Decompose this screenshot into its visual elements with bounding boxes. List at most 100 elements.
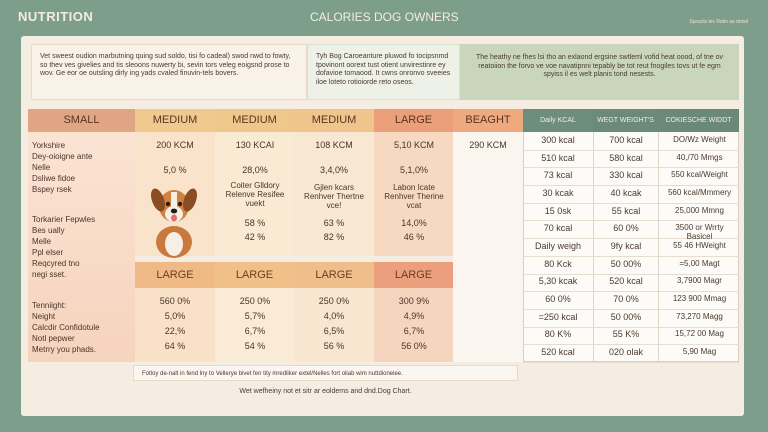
table-row bbox=[523, 203, 739, 222]
text-line: Bspey rsek bbox=[32, 185, 72, 194]
table-cell: 60 0% bbox=[545, 294, 571, 305]
medium-percent-1: 63 % bbox=[323, 218, 345, 228]
large-description: Labon Icate Renhver Therine vcat bbox=[384, 183, 444, 210]
table-row bbox=[523, 185, 739, 204]
large-cell-group-1 bbox=[135, 288, 215, 362]
divider bbox=[593, 132, 594, 362]
table-cell: 15 0sk bbox=[544, 205, 572, 216]
table-row bbox=[523, 150, 739, 169]
large-value: 6,7% bbox=[403, 326, 425, 336]
large-value: 250 0% bbox=[239, 296, 271, 306]
large-cell-group-2 bbox=[215, 288, 295, 362]
table-cell: 5,90 Mag bbox=[682, 347, 717, 357]
medium-percent: 3,4,0% bbox=[319, 165, 349, 175]
column-header-medium: MEDIUM bbox=[294, 109, 374, 132]
table-cell: Daily weigh bbox=[534, 241, 582, 251]
table-cell: 55 K% bbox=[612, 329, 640, 340]
small-text-low: Tenniight: Neight Calcdir Confidotule No… bbox=[32, 300, 100, 355]
text-line: Bes ually bbox=[32, 226, 65, 235]
corner-note: Spraclis les Ratio as detsit bbox=[689, 19, 748, 25]
table-cell: 9fy kcal bbox=[610, 241, 642, 251]
table-row bbox=[523, 274, 739, 293]
table-cell: 300 kcal bbox=[541, 134, 575, 145]
table-cell: 330 kcal bbox=[609, 170, 643, 181]
table-cell: 5,30 kcak bbox=[538, 276, 578, 287]
table-row bbox=[523, 309, 739, 328]
table-cell: 40 kcak bbox=[610, 187, 642, 198]
large-percent-2: 46 % bbox=[403, 232, 425, 242]
column-header-medium: MEDIUM bbox=[215, 109, 294, 132]
text-line: Torkarier Fepwles bbox=[32, 215, 96, 224]
table-header-weights: WEGT WEIGHT'S bbox=[593, 109, 658, 132]
table-cell: 80 Kck bbox=[544, 258, 572, 269]
text-line: Dey-oioigne ante bbox=[32, 152, 93, 161]
text-line: Neight bbox=[32, 312, 56, 321]
table-cell: 55 kcal bbox=[611, 205, 641, 216]
table-cell: 550 kcal/Weight bbox=[671, 170, 728, 180]
medium-percent-2: 82 % bbox=[323, 232, 345, 242]
medium-description: Gjlen kcars Renhver Thertne vce! bbox=[304, 183, 364, 210]
large-value: 300 9% bbox=[398, 296, 430, 306]
large-value: 64 % bbox=[164, 341, 186, 351]
text-line: Reqcyred tno bbox=[32, 259, 80, 268]
large-value: 22,% bbox=[164, 326, 186, 336]
medium-description: Coiter Glldory Relenve Resifee vuekt bbox=[225, 181, 285, 208]
table-row bbox=[523, 167, 739, 187]
table-cell: 3,7900 Magr bbox=[677, 276, 722, 286]
table-cell: 15,72 00 Mag bbox=[675, 329, 724, 339]
page-title: CALORIES DOG OWNERS bbox=[310, 10, 459, 24]
table-cell: 123 900 Mmag bbox=[672, 294, 727, 304]
dog-illustration bbox=[151, 188, 197, 258]
large-value: 4,9% bbox=[403, 311, 425, 321]
text-line: Metrry you phads. bbox=[32, 345, 97, 354]
column-header-large: LARGE bbox=[374, 109, 453, 132]
table-cell: 73,270 Magg bbox=[676, 311, 723, 321]
text-line: Dsliwe fidoe bbox=[32, 174, 76, 183]
small-breed-column bbox=[28, 132, 135, 362]
table-cell: 50 00% bbox=[610, 258, 642, 269]
large-value: 560 0% bbox=[159, 296, 191, 306]
footer-caption: Wet wefheiny not et sitr ar eoldems and … bbox=[239, 388, 412, 395]
table-cell: 020 olak bbox=[608, 347, 644, 358]
large-value: 54 % bbox=[244, 341, 266, 351]
table-cell: 25,000 Mmng bbox=[675, 205, 724, 215]
small-text-mid: Torkarier Fepwles Bes ually Melle Ppl el… bbox=[32, 214, 95, 280]
table-cell: 700 kcal bbox=[609, 134, 643, 145]
large-value: 56 0% bbox=[401, 341, 427, 351]
table-cell: 3500 or Wrrty Basicel bbox=[675, 223, 724, 242]
large-cell-group-4 bbox=[374, 288, 454, 362]
medium-kcal: 130 KCAI bbox=[235, 140, 275, 150]
table-cell: 580 kcal bbox=[609, 152, 643, 163]
column-header-small: SMALL bbox=[28, 109, 135, 132]
subheader-large: LARGE bbox=[374, 262, 453, 288]
large-percent: 5,1,0% bbox=[399, 165, 429, 175]
table-cell: =5,00 Magt bbox=[679, 258, 720, 268]
large-value: 5,7% bbox=[244, 311, 266, 321]
table-cell: 40,/70 Mmgs bbox=[676, 152, 723, 162]
large-percent-1: 14,0% bbox=[401, 218, 427, 228]
large-column bbox=[374, 132, 454, 256]
medium-percent: 5,0 % bbox=[163, 165, 187, 175]
large-value: 6,5% bbox=[323, 326, 345, 336]
top-bar: NUTRITION CALORIES DOG OWNERS Spraclis l… bbox=[0, 0, 768, 34]
column-header-beagle: BEAGHT bbox=[453, 109, 523, 132]
table-cell: 80 K% bbox=[544, 329, 572, 340]
text-line: Melle bbox=[32, 237, 52, 246]
table-cell: 50 00% bbox=[610, 311, 642, 322]
footer-note: Fotloy de-nalt in fend lny to Vellerye b… bbox=[133, 365, 518, 381]
table-row bbox=[523, 256, 739, 275]
beagle-kcal: 290 KCM bbox=[469, 140, 507, 150]
text-line: Nelle bbox=[32, 163, 51, 172]
weight-table bbox=[523, 109, 739, 362]
table-cell: 510 kcal bbox=[541, 152, 575, 163]
table-header-daily-kcal: Daily KCAL bbox=[523, 109, 593, 132]
table-row bbox=[523, 291, 739, 310]
text-line: Notl pepwer bbox=[32, 334, 75, 343]
table-row bbox=[523, 132, 739, 151]
table-row bbox=[523, 238, 739, 257]
text-line: Calcdir Confidotule bbox=[32, 323, 100, 332]
table-cell: 70 kcal bbox=[543, 223, 573, 234]
column-header-medium: MEDIUM bbox=[135, 109, 215, 132]
intro-left-text: Vet sweest oudion marbutning quing sud s… bbox=[31, 44, 307, 100]
table-row bbox=[523, 220, 739, 240]
